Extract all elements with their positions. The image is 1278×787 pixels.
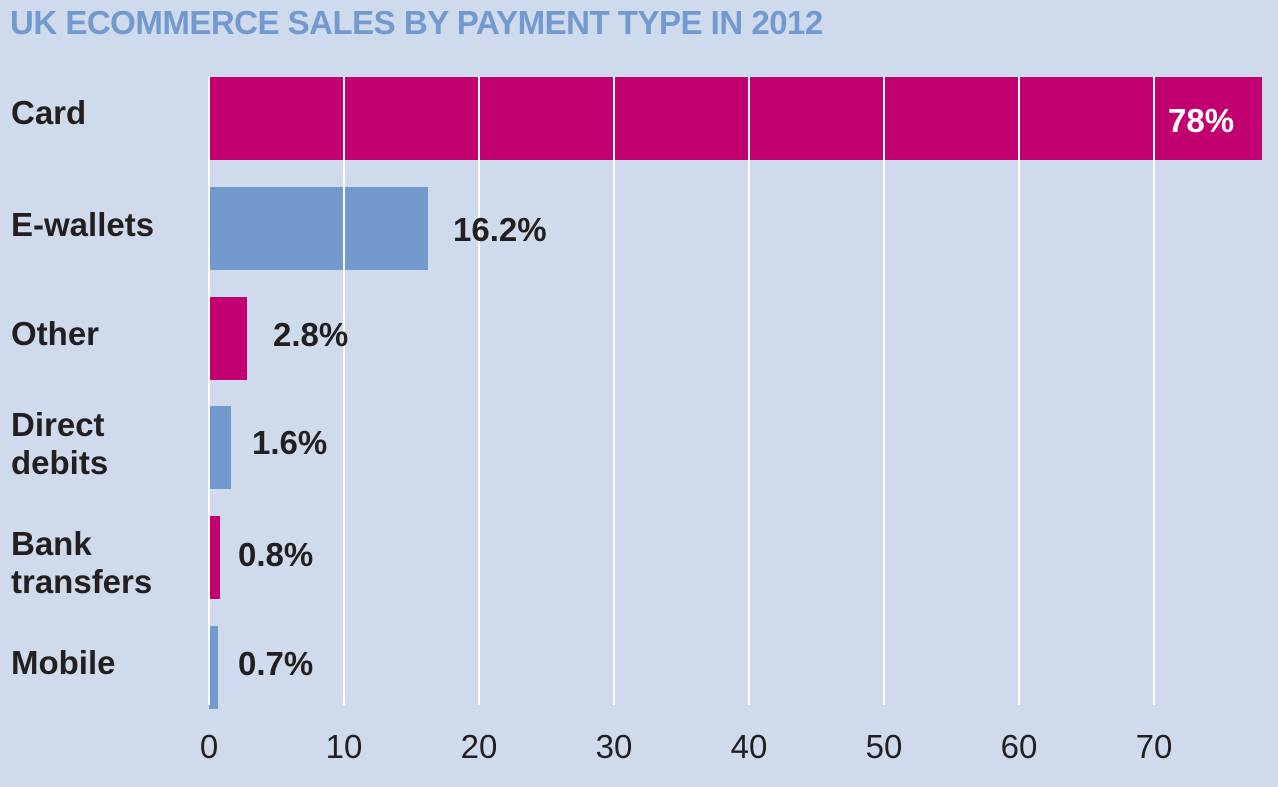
category-label-direct-debits: Direct debits (11, 406, 108, 482)
x-tick-label: 0 (199, 728, 219, 765)
value-label-other: 2.8% (273, 316, 349, 353)
value-label-bank-transfers: 0.8% (238, 536, 314, 573)
category-label-line: Bank (11, 525, 92, 562)
category-label-mobile: Mobile (11, 644, 116, 681)
value-label-card: 78% (1168, 102, 1235, 139)
x-tick-label: 30 (595, 728, 633, 765)
gridline (208, 77, 210, 705)
bar-card (209, 77, 1262, 160)
x-tick-label: 60 (1000, 728, 1038, 765)
bar-e-wallets (209, 187, 428, 270)
gridline (748, 77, 750, 705)
value-label-ewallets: 16.2% (453, 211, 547, 248)
category-label-line: Direct (11, 406, 105, 443)
value-label-direct-debits: 1.6% (252, 424, 328, 461)
gridline (478, 77, 480, 705)
category-label-card: Card (11, 94, 87, 131)
category-label-ewallets: E-wallets (11, 206, 155, 243)
gridline (613, 77, 615, 705)
category-label-bank-transfers: Bank transfers (11, 525, 152, 601)
category-label-line: debits (11, 444, 109, 481)
gridline (1018, 77, 1020, 705)
value-label-mobile: 0.7% (238, 645, 314, 682)
x-tick-label: 10 (325, 728, 363, 765)
chart-title: UK ECOMMERCE SALES BY PAYMENT TYPE IN 20… (10, 4, 823, 41)
gridline (883, 77, 885, 705)
category-label-other: Other (11, 315, 100, 352)
bar-mobile (209, 626, 219, 709)
x-tick-label: 70 (1135, 728, 1173, 765)
bar-other (209, 297, 247, 380)
bar-direct-debits (209, 406, 231, 489)
x-tick-label: 50 (865, 728, 903, 765)
gridline (1153, 77, 1155, 705)
category-label-line: transfers (11, 563, 153, 600)
bar-bank-transfers (209, 516, 220, 599)
x-tick-label: 20 (460, 728, 498, 765)
x-tick-label: 40 (730, 728, 768, 765)
gridline (343, 77, 345, 705)
